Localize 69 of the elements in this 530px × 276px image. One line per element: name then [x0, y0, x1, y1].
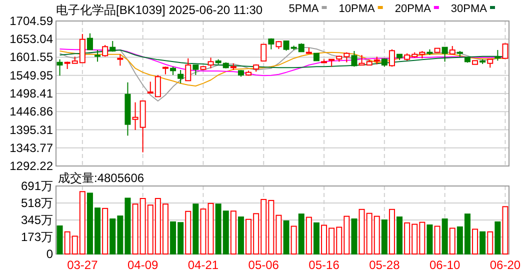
candlestick — [494, 50, 501, 62]
x-tick-label: 04-09 — [127, 258, 158, 272]
bar — [487, 231, 494, 254]
y-tick-label: 1653.04 — [10, 32, 54, 46]
x-tick-label: 05-06 — [248, 258, 280, 272]
bar — [185, 210, 192, 254]
y-tick-label: 1601.55 — [10, 50, 54, 64]
x-tick-label: 06-20 — [490, 258, 521, 272]
bar — [290, 226, 297, 254]
bar — [442, 218, 448, 254]
bar — [388, 208, 395, 254]
bar — [192, 204, 199, 254]
bar — [238, 216, 244, 254]
bar — [449, 228, 456, 254]
bar — [351, 218, 358, 254]
bar — [306, 216, 312, 254]
bar — [480, 231, 486, 254]
x-tick-label: 03-27 — [67, 258, 98, 272]
y-tick-label: 1704.59 — [10, 14, 54, 28]
candlestick — [94, 50, 101, 62]
candlestick — [502, 42, 508, 59]
y-tick-label: 0 — [46, 247, 54, 261]
y-tick-label: 345万 — [20, 213, 53, 228]
y-tick-label: 518万 — [20, 196, 53, 210]
candlestick — [260, 44, 267, 62]
y-tick-label: 1395.31 — [10, 122, 54, 137]
legend-label: 20PMA — [394, 3, 432, 15]
bar — [313, 222, 320, 254]
candlestick — [102, 44, 108, 58]
bar — [494, 221, 501, 254]
candlestick — [442, 46, 448, 62]
candlestick — [351, 50, 358, 68]
bar — [208, 202, 214, 254]
legend-label: 30PMA — [450, 3, 488, 15]
bar — [434, 226, 440, 254]
candlestick — [208, 57, 214, 69]
x-tick-label: 06-10 — [429, 258, 460, 272]
bar — [396, 216, 403, 254]
bar — [200, 208, 206, 254]
bar — [283, 220, 290, 254]
y-tick-label: 1292.22 — [10, 159, 54, 173]
bar — [230, 210, 236, 254]
bar — [426, 224, 433, 254]
chart-title: 成交量:4805606 — [58, 171, 144, 185]
candlestick — [178, 70, 184, 84]
x-tick-label: 05-28 — [369, 258, 400, 272]
bar — [56, 225, 63, 254]
x-tick-label: 04-21 — [188, 258, 219, 272]
candlestick — [117, 54, 124, 66]
y-tick-label: 1549.95 — [10, 68, 54, 82]
candlestick — [86, 32, 93, 50]
legend-label: 5PMA — [288, 3, 320, 15]
candlestick — [388, 48, 395, 68]
y-tick-label: 1498.41 — [10, 86, 54, 100]
candlestick — [192, 64, 199, 76]
y-tick-label: 1446.86 — [10, 104, 54, 119]
bar — [298, 214, 304, 254]
chart-title: 电子化学品[BK1039] 2025-06-20 11:30 — [56, 3, 263, 17]
y-tick-label: 1343.77 — [10, 140, 54, 155]
x-tick-label: 05-16 — [308, 258, 340, 272]
candlestick — [56, 58, 63, 76]
bar — [381, 219, 388, 254]
candlestick — [185, 58, 192, 82]
bar — [102, 208, 108, 254]
legend-label: 10PMA — [338, 3, 376, 15]
y-tick-label: 173万 — [20, 230, 53, 244]
bar — [472, 228, 478, 254]
y-tick-label: 691万 — [20, 179, 53, 193]
bar — [502, 206, 508, 254]
